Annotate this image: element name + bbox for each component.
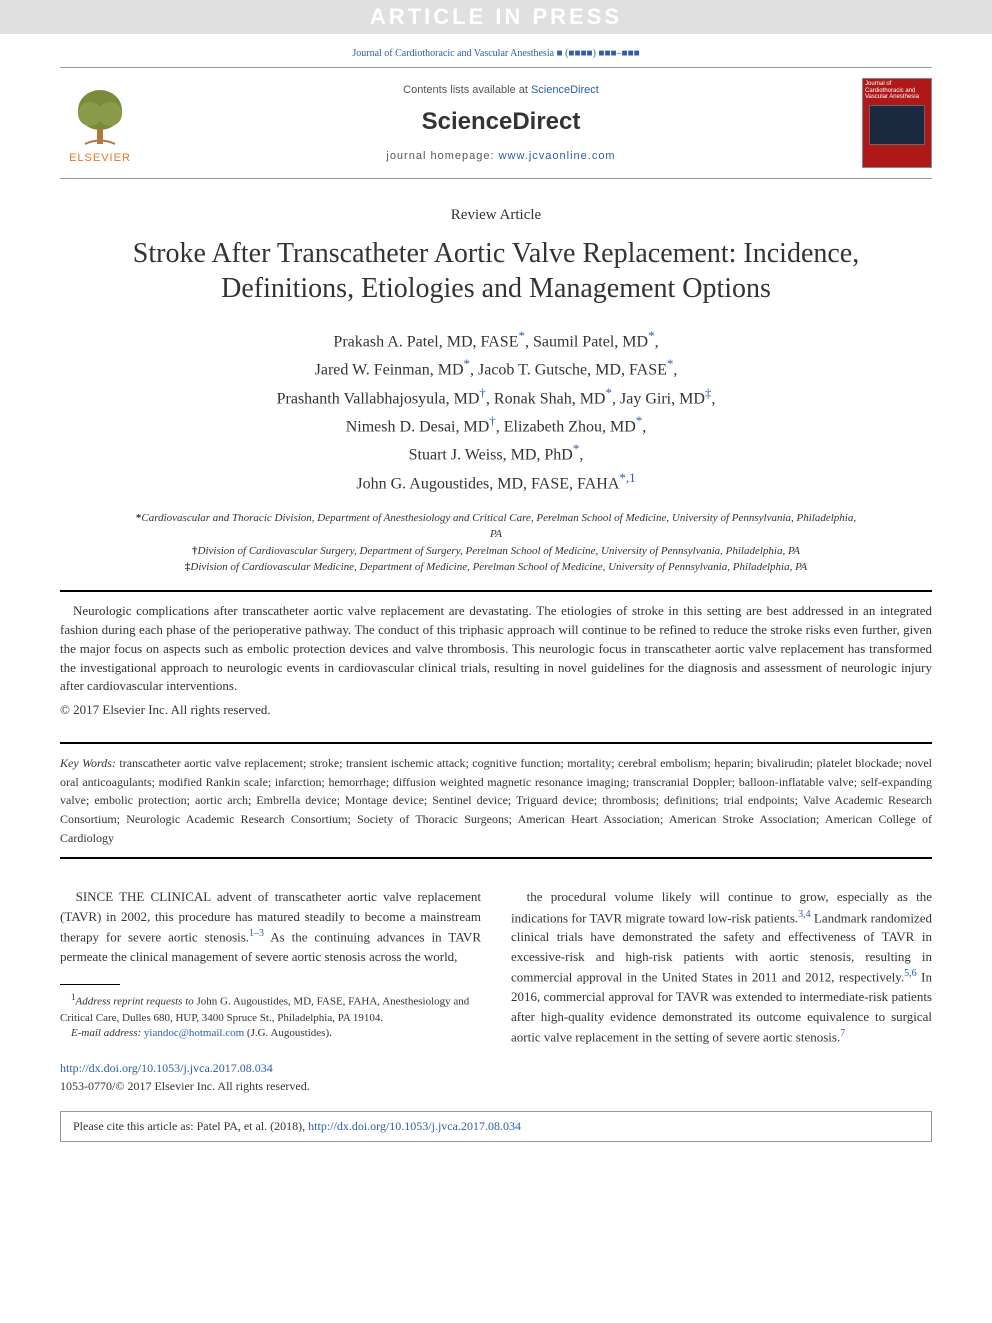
cite-doi-link[interactable]: http://dx.doi.org/10.1053/j.jvca.2017.08… — [308, 1119, 521, 1133]
header-center: Contents lists available at ScienceDirec… — [140, 84, 862, 162]
body-paragraph: the procedural volume likely will contin… — [511, 887, 932, 1047]
contents-prefix: Contents lists available at — [403, 84, 531, 96]
affiliation: †Division of Cardiovascular Surgery, Dep… — [130, 543, 862, 560]
keywords-text: transcatheter aortic valve replacement; … — [60, 756, 932, 844]
column-right: the procedural volume likely will contin… — [511, 887, 932, 1095]
affiliation-text: Cardiovascular and Thoracic Division, De… — [141, 512, 856, 541]
journal-cover-thumbnail: Journal of Cardiothoracic and Vascular A… — [862, 78, 932, 168]
journal-reference: Journal of Cardiothoracic and Vascular A… — [0, 34, 992, 67]
abstract-text: Neurologic complications after transcath… — [60, 602, 932, 696]
affiliation-text: Division of Cardiovascular Medicine, Dep… — [190, 561, 807, 573]
affiliation: *Cardiovascular and Thoracic Division, D… — [130, 510, 862, 543]
email-attribution: (J.G. Augoustides). — [244, 1027, 332, 1039]
affiliations: *Cardiovascular and Thoracic Division, D… — [60, 510, 932, 576]
divider — [60, 590, 932, 592]
citation-box: Please cite this article as: Patel PA, e… — [60, 1111, 932, 1142]
doi-block: http://dx.doi.org/10.1053/j.jvca.2017.08… — [60, 1059, 481, 1095]
address-label: Address reprint requests to — [76, 996, 194, 1008]
email-link[interactable]: yiandoc@hotmail.com — [144, 1027, 244, 1039]
cover-title: Journal of Cardiothoracic and Vascular A… — [865, 81, 929, 101]
keywords-label: Key Words: — [60, 756, 116, 770]
article-in-press-watermark: ARTICLE IN PRESS — [0, 0, 992, 34]
email-label: E-mail address: — [71, 1027, 144, 1039]
elsevier-logo: ELSEVIER — [60, 82, 140, 164]
body-columns: SINCE THE CLINICAL advent of transcathet… — [60, 887, 932, 1095]
doi-link[interactable]: http://dx.doi.org/10.1053/j.jvca.2017.08… — [60, 1061, 273, 1075]
cover-image-icon — [869, 105, 925, 145]
keywords-block: Key Words: transcatheter aortic valve re… — [60, 754, 932, 847]
divider — [60, 742, 932, 744]
footnote-rule — [60, 984, 120, 985]
copyright-line: © 2017 Elsevier Inc. All rights reserved… — [60, 702, 932, 718]
correspondence-footnote: 1Address reprint requests to John G. Aug… — [60, 991, 481, 1025]
sciencedirect-brand: ScienceDirect — [140, 108, 862, 136]
column-left: SINCE THE CLINICAL advent of transcathet… — [60, 887, 481, 1095]
cite-prefix: Please cite this article as: Patel PA, e… — [73, 1119, 308, 1133]
body-paragraph: SINCE THE CLINICAL advent of transcathet… — [60, 887, 481, 966]
homepage-prefix: journal homepage: — [386, 150, 498, 162]
header-box: ELSEVIER Contents lists available at Sci… — [60, 67, 932, 179]
elsevier-label: ELSEVIER — [60, 152, 140, 164]
affiliation-text: Division of Cardiovascular Surgery, Depa… — [198, 545, 800, 557]
article-title: Stroke After Transcatheter Aortic Valve … — [60, 236, 932, 306]
email-footnote: E-mail address: yiandoc@hotmail.com (J.G… — [60, 1026, 481, 1041]
article-type: Review Article — [60, 207, 932, 224]
sciencedirect-link[interactable]: ScienceDirect — [531, 84, 599, 96]
homepage-link[interactable]: www.jcvaonline.com — [499, 150, 616, 162]
elsevier-tree-icon — [70, 82, 130, 152]
divider — [60, 857, 932, 859]
publication-line: 1053-0770/© 2017 Elsevier Inc. All right… — [60, 1077, 481, 1095]
contents-available-line: Contents lists available at ScienceDirec… — [140, 84, 862, 96]
affiliation: ‡Division of Cardiovascular Medicine, De… — [130, 559, 862, 576]
authors-list: Prakash A. Patel, MD, FASE*, Saumil Pate… — [60, 326, 932, 496]
homepage-line: journal homepage: www.jcvaonline.com — [140, 150, 862, 162]
